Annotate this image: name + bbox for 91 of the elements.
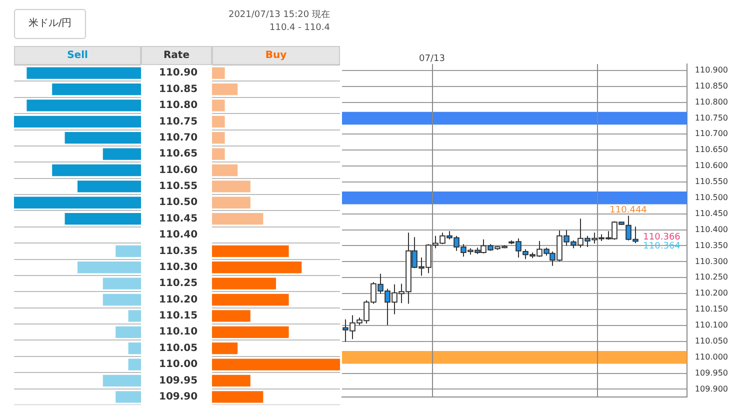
y-tick-label: 110.450 — [694, 208, 728, 218]
y-tick-label: 110.250 — [694, 272, 728, 282]
y-tick-label: 110.650 — [694, 145, 728, 154]
bar — [212, 196, 250, 208]
chart-subtitle: 2021/07/13 15:20 現在 — [227, 9, 330, 22]
bar — [212, 116, 225, 128]
bar — [212, 310, 250, 322]
bar — [212, 278, 276, 290]
y-tick-label: 109.90 — [159, 392, 198, 402]
y-tick-label: 110.900 — [694, 65, 728, 74]
bar — [212, 212, 264, 225]
y-tick-label: 110.800 — [694, 97, 728, 106]
bar — [116, 391, 141, 403]
text: 110.4 - 110.4 — [268, 22, 330, 35]
bar — [212, 391, 264, 403]
chart-title: 米ドル/円 — [14, 9, 86, 39]
bar — [14, 196, 141, 208]
bar — [116, 326, 141, 338]
bar — [116, 245, 141, 258]
y-tick-label: 110.40 — [159, 230, 198, 241]
y-tick-label: 110.350 — [694, 240, 728, 250]
text: Buy — [212, 46, 340, 65]
annotation: 110.366 — [643, 232, 681, 243]
y-tick-label: 110.60 — [159, 164, 198, 176]
bar — [78, 262, 141, 274]
y-tick-label: 110.70 — [159, 132, 198, 144]
annotation: 110.444 — [610, 206, 648, 216]
y-tick-label: 109.95 — [159, 375, 198, 386]
y-tick-label: 110.15 — [159, 310, 198, 322]
y-tick-label: 110.500 — [694, 192, 728, 202]
bar — [212, 148, 225, 160]
y-tick-label: 110.85 — [159, 84, 198, 95]
bar — [14, 116, 141, 128]
y-tick-label: 110.200 — [694, 288, 728, 298]
bar — [102, 374, 141, 387]
bar — [212, 67, 225, 79]
y-tick-label: 110.30 — [159, 262, 198, 273]
y-tick-label: 110.65 — [159, 148, 198, 160]
y-tick-label: 110.10 — [159, 326, 198, 338]
y-tick-label: 110.35 — [159, 246, 198, 257]
bar — [102, 294, 141, 306]
y-tick-label: 110.75 — [159, 116, 198, 128]
y-tick-label: 110.05 — [159, 342, 198, 354]
y-tick-label: 110.90 — [159, 68, 198, 79]
bar — [212, 294, 289, 306]
series-label: Sell — [14, 46, 141, 65]
bar — [212, 164, 238, 176]
y-tick-label: 110.750 — [694, 113, 728, 122]
bar — [212, 245, 289, 258]
y-tick-label: 110.100 — [694, 320, 728, 330]
y-tick-label: 110.50 — [159, 197, 198, 208]
bar — [102, 148, 141, 160]
y-tick-label: 110.45 — [159, 213, 198, 224]
y-tick-label: 110.150 — [694, 304, 728, 314]
y-tick-label: 110.300 — [694, 256, 728, 266]
y-tick-label: 109.900 — [694, 384, 728, 394]
y-tick-label: 110.050 — [694, 336, 728, 346]
bar — [212, 342, 238, 354]
bar — [26, 67, 141, 79]
bar — [52, 83, 141, 96]
y-tick-label: 110.700 — [694, 129, 728, 138]
bar — [212, 374, 250, 387]
bar — [64, 132, 141, 144]
y-tick-label: 110.400 — [694, 224, 728, 234]
bar — [26, 100, 141, 112]
y-tick-label: 109.950 — [694, 368, 728, 378]
y-tick-label: 110.000 — [694, 352, 728, 362]
bar — [128, 310, 141, 322]
y-tick-label: 110.00 — [159, 359, 198, 370]
y-axis-title: Rate — [141, 46, 212, 65]
y-tick-label: 110.20 — [159, 294, 198, 306]
bar — [212, 358, 340, 370]
bar — [212, 180, 250, 192]
bar — [78, 180, 141, 192]
y-tick-label: 110.550 — [694, 177, 728, 186]
bar — [212, 326, 289, 338]
y-tick-label: 110.55 — [159, 181, 198, 192]
bar — [212, 83, 238, 96]
y-tick-label: 110.850 — [694, 81, 728, 90]
bar — [102, 278, 141, 290]
bar — [128, 358, 141, 370]
bar — [212, 132, 225, 144]
text: 07/13 — [419, 54, 445, 64]
y-tick-label: 110.600 — [694, 161, 728, 170]
bar — [64, 212, 141, 225]
y-tick-label: 110.25 — [159, 278, 198, 290]
bar — [212, 100, 225, 112]
y-tick-label: 110.80 — [159, 100, 198, 112]
bar — [212, 262, 302, 274]
bar — [52, 164, 141, 176]
bar — [128, 342, 141, 354]
